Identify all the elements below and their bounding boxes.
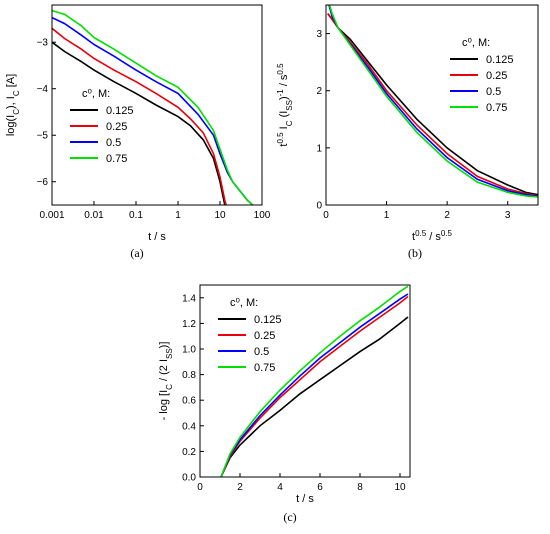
y-tick-label: −3	[37, 38, 49, 49]
legend-entry: 0.125	[106, 105, 134, 117]
x-tick-label: 4	[277, 482, 283, 493]
x-tick-label: 1	[384, 210, 390, 221]
y-tick-label: 1.4	[182, 293, 196, 304]
panel-caption: (c)	[283, 510, 296, 524]
legend-entry: 0.125	[486, 54, 514, 66]
legend-title: c⁰, M:	[230, 297, 258, 309]
series-line-0.125	[220, 316, 409, 477]
y-tick-label: 0	[316, 201, 322, 212]
panel-b: 0 1 2 3 0 1 2 3 t0.5 / s0.5 t0.5 IC (ISS)-1 / s0.…	[276, 4, 539, 260]
legend: c⁰, M: 0.125 0.25 0.5 0.75	[70, 88, 134, 165]
legend: c⁰, M: 0.125 0.25 0.5 0.75	[450, 37, 514, 114]
legend-entry: 0.5	[254, 346, 269, 358]
x-tick-label: 8	[357, 482, 363, 493]
legend-entry: 0.75	[486, 102, 507, 114]
legend-entry: 0.25	[254, 330, 275, 342]
plot-frame	[199, 284, 411, 478]
y-tick-label: 0.2	[182, 447, 196, 458]
x-tick-label: 2	[237, 482, 243, 493]
x-axis-label: t0.5 / s0.5	[412, 229, 453, 244]
x-tick-label: 10	[394, 482, 406, 493]
y-tick-label: −6	[37, 177, 49, 188]
x-tick-label: 100	[254, 210, 271, 221]
series-line-0.75	[328, 5, 538, 198]
y-tick-label: 0.4	[182, 421, 196, 432]
y-tick-label: −5	[37, 131, 49, 142]
legend-entry: 0.25	[486, 70, 507, 82]
panel-caption: (b)	[408, 246, 422, 260]
series-line-0.125	[52, 41, 226, 205]
legend-entry: 0.25	[106, 121, 127, 133]
y-axis-label: - log [IC / (2 ISS)]	[158, 342, 174, 421]
x-axis-label: t / s	[148, 231, 166, 243]
series-line-0.5	[220, 293, 409, 477]
x-tick-label: 2	[444, 210, 450, 221]
y-tick-label: 0.6	[182, 396, 196, 407]
y-axis-label: log(IC), IC [A]	[5, 74, 21, 136]
x-tick-label: 0	[323, 210, 329, 221]
panel-a: 0.001 0.01 0.1 1 10 100 −3 −4 −5 −6 t / s log(IC), …	[5, 4, 271, 260]
y-tick-label: 1.2	[182, 319, 196, 330]
legend-title: c⁰, M:	[462, 37, 490, 49]
series-line-0.5	[52, 16, 254, 205]
series-line-0.25	[52, 27, 227, 205]
x-tick-label: 0	[197, 482, 203, 493]
x-tick-label: 10	[214, 210, 226, 221]
y-tick-label: 0.8	[182, 370, 196, 381]
series-line-0.75	[220, 285, 409, 477]
x-tick-label: 0.001	[39, 210, 64, 221]
legend-entry: 0.75	[254, 362, 275, 374]
legend-title: c⁰, M:	[82, 88, 110, 100]
plot-frame	[51, 4, 263, 206]
y-tick-label: 0.0	[182, 473, 196, 484]
x-tick-label: 6	[317, 482, 323, 493]
y-tick-label: 2	[316, 86, 322, 97]
series-line-0.5	[328, 5, 538, 198]
x-tick-label: 3	[505, 210, 511, 221]
y-tick-label: 1.0	[182, 345, 196, 356]
series-line-0.75	[52, 9, 254, 205]
legend: c⁰, M: 0.125 0.25 0.5 0.75	[218, 297, 282, 374]
legend-entry: 0.5	[486, 86, 501, 98]
x-tick-label: 0.01	[84, 210, 104, 221]
panel-caption: (a)	[130, 246, 143, 260]
y-tick-label: −4	[37, 84, 49, 95]
x-axis-label: t / s	[296, 493, 314, 505]
plot-frame	[325, 4, 539, 206]
y-tick-label: 3	[316, 29, 322, 40]
x-tick-label: 0.1	[129, 210, 143, 221]
x-tick-label: 1	[175, 210, 181, 221]
y-tick-label: 1	[316, 143, 322, 154]
legend-entry: 0.75	[106, 153, 127, 165]
legend-entry: 0.125	[254, 314, 282, 326]
series-line-0.25	[220, 295, 409, 477]
y-axis-label: t0.5 IC (ISS)-1 / s0.5	[276, 63, 294, 147]
legend-entry: 0.5	[106, 137, 121, 149]
panel-c: 0 2 4 6 8 10 0.0 0.2 0.4 0.6 0.8 1.0 1.2 1.4 t / s - lo…	[158, 284, 411, 524]
